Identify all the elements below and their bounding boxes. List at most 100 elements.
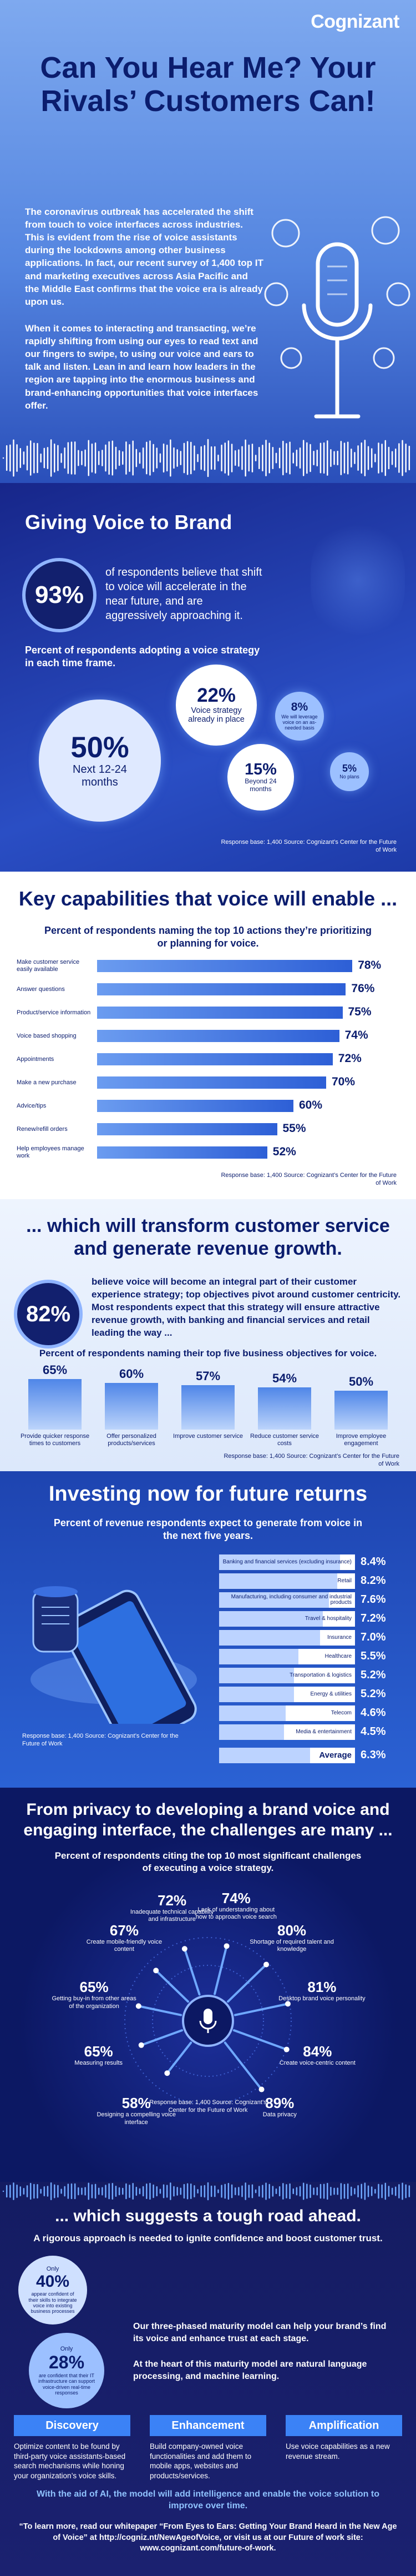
value-label: 6.3% — [361, 1749, 386, 1761]
category-label: Designing a compelling voice interface — [97, 2111, 176, 2126]
bubble-label: No plans — [339, 774, 359, 780]
value-label: 72% — [338, 1052, 362, 1065]
bubble-value: 22% — [197, 684, 236, 706]
bubble: 15% Beyond 24 months — [227, 743, 295, 811]
main-title: Can You Hear Me? Your Rivals’ Customers … — [40, 51, 376, 118]
category-label: Offer personalized products/services — [106, 1433, 156, 1447]
category-label: Average — [319, 1750, 352, 1760]
radial-chart — [124, 1937, 292, 2105]
row-bar — [219, 1649, 298, 1664]
value-label: 89% — [265, 2095, 295, 2112]
phase-title: Enhancement — [150, 2415, 266, 2436]
spoke-dot — [181, 1946, 187, 1952]
bar — [97, 1146, 267, 1159]
category-label: Lack of understanding about how to appro… — [195, 1906, 277, 1921]
category-label: Travel & hospitality — [305, 1615, 352, 1622]
row-box: Insurance — [219, 1630, 355, 1646]
category-label: Banking and financial services (excludin… — [222, 1558, 352, 1565]
category-label: Appointments — [17, 1055, 54, 1063]
category-label: Manufacturing, including consumer and in… — [231, 1593, 352, 1606]
value-label: 78% — [358, 959, 382, 972]
header-section: Cognizant Can You Hear Me? Your Rivals’ … — [0, 0, 416, 483]
phase-text: Build company-owned voice functionalitie… — [150, 2442, 252, 2480]
value-label: 74% — [344, 1029, 368, 1042]
value-label: 50% — [348, 1375, 374, 1388]
spoke — [155, 1969, 190, 2003]
bubble-label: We will leverage voice on an as-needed b… — [281, 713, 318, 731]
source-note: Response base: 1,400 Source: Cognizant’s… — [22, 1733, 179, 1748]
value-label: 8.2% — [361, 1574, 386, 1587]
radial-ring — [124, 1937, 292, 2105]
row-bar — [219, 1630, 320, 1646]
bubble: 50% Next 12-24 months — [39, 700, 161, 822]
stat-value: 28% — [48, 2352, 85, 2372]
row-bar — [219, 1554, 341, 1570]
row-box: Telecom — [219, 1705, 355, 1721]
value-label: 81% — [307, 1979, 337, 1996]
spoke-dot — [258, 2086, 265, 2092]
phase-text: Optimize content to be found by third-pa… — [14, 2442, 126, 2480]
bar — [181, 1385, 235, 1430]
stat-bubble: Only 40% appear confident of their skill… — [18, 2256, 87, 2325]
value-label: 84% — [303, 2042, 332, 2060]
category-label: Data privacy — [262, 2111, 297, 2119]
row-box: Transportation & logistics — [219, 1668, 355, 1683]
row-bar — [219, 1668, 295, 1683]
spoke — [214, 1945, 228, 1995]
value-label: 52% — [272, 1145, 296, 1158]
row-box: Travel & hospitality — [219, 1611, 355, 1627]
value-label: 72% — [158, 1892, 187, 1909]
paragraph: At the heart of this maturity model are … — [133, 2359, 367, 2381]
value-label: 7.2% — [361, 1612, 386, 1624]
value-label: 70% — [332, 1075, 356, 1088]
category-label: Improve customer service — [173, 1433, 243, 1440]
stat-text: are confident that their IT infrastructu… — [38, 2372, 95, 2396]
row-box: Retail — [219, 1573, 355, 1589]
category-label: Create mobile-friendly voice content — [86, 1939, 163, 1953]
value-label: 54% — [272, 1371, 297, 1386]
row-box: Healthcare — [219, 1649, 355, 1664]
spoke-dot — [135, 2003, 141, 2009]
bubble-label: Voice strategy already in place — [188, 706, 245, 724]
value-label: 58% — [121, 2095, 151, 2112]
mic-icon — [199, 2020, 217, 2033]
footer-text: “To learn more, read our whitepaper “Fro… — [19, 2522, 397, 2553]
category-label: Measuring results — [74, 2059, 123, 2066]
capabilities-section: Key capabilities that voice will enable … — [0, 872, 416, 1199]
intro-paragraph: When it comes to interacting and transac… — [25, 323, 258, 411]
stat-text: appear confident of their skills to inte… — [28, 2291, 77, 2315]
section-subtitle: A rigorous approach is needed to ignite … — [33, 2233, 383, 2243]
spoke — [183, 1948, 201, 1996]
category-label: Retail — [337, 1577, 352, 1584]
row-box: Manufacturing, including consumer and in… — [219, 1592, 355, 1608]
value-label: 55% — [282, 1122, 306, 1135]
section-title: Giving Voice to Brand — [25, 511, 232, 534]
value-label: 74% — [221, 1890, 251, 1907]
spoke-dot — [164, 2070, 170, 2076]
brand-section: Giving Voice to Brand 93% of respondents… — [0, 483, 416, 872]
bubble-value: 50% — [70, 731, 129, 764]
mic-icon — [204, 2009, 212, 2024]
category-label: Energy & utilities — [310, 1690, 352, 1697]
spoke — [232, 2029, 288, 2051]
category-label: Make customer service easily available — [17, 959, 80, 973]
category-label: Insurance — [327, 1634, 352, 1641]
category-label: Reduce customer service costs — [250, 1433, 319, 1447]
logo: Cognizant — [311, 11, 399, 32]
chart-title: Percent of revenue respondents expect to… — [53, 1517, 363, 1542]
value-label: 80% — [277, 1922, 307, 1939]
face-glow — [311, 516, 405, 644]
bar — [105, 1383, 158, 1430]
section-title: From privacy to developing a brand voice… — [23, 1800, 393, 1839]
value-label: 5.2% — [361, 1688, 386, 1700]
value-label: 7.0% — [361, 1631, 386, 1643]
value-label: 5.2% — [361, 1669, 386, 1681]
category-label: Improve employee engagement — [336, 1433, 387, 1447]
section-title: Key capabilities that voice will enable … — [18, 887, 398, 910]
radial-ring — [152, 1965, 264, 2077]
spoke — [166, 2041, 192, 2075]
phase-title: Discovery — [14, 2415, 130, 2436]
stat-circle: 82% — [14, 1280, 83, 1349]
section-title: Investing now for future returns — [48, 1482, 368, 1506]
spoke-dot — [224, 1943, 230, 1949]
